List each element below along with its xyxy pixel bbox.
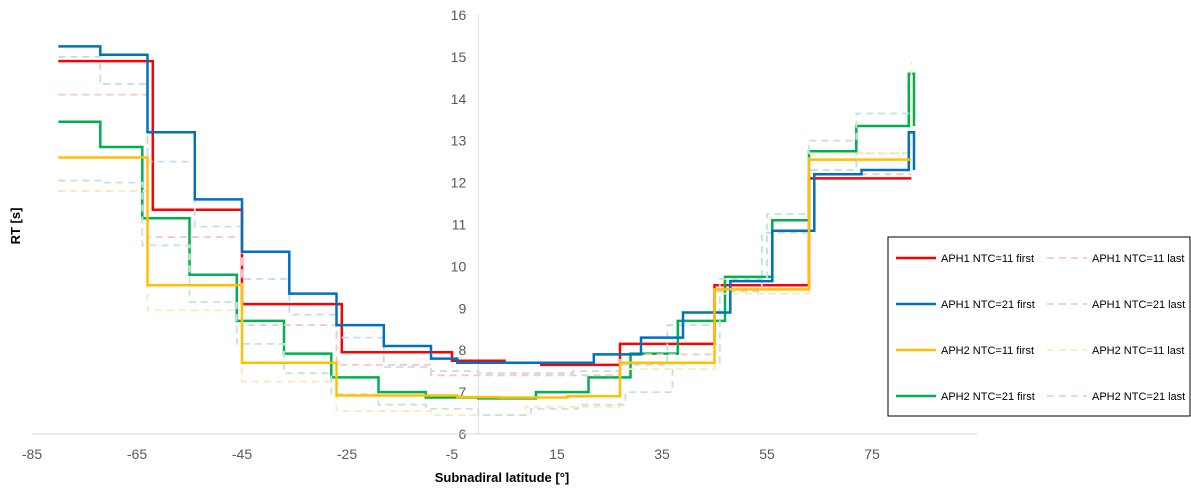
legend-items: APH1 NTC=11 first APH1 NTC=11 last APH1 NT… <box>896 253 1185 403</box>
x-tick-label: -5 <box>446 446 459 462</box>
y-tick-label: 16 <box>451 7 467 23</box>
legend-label: APH2 NTC=11 first <box>941 345 1034 357</box>
series-line-aph1-ntc-21-last <box>58 56 912 375</box>
series-line-aph1-ntc-11-last <box>58 93 912 377</box>
series-line-aph2-ntc-21-last <box>58 112 912 416</box>
legend-label: APH1 NTC=21 last <box>1092 299 1185 311</box>
x-tick-label: -25 <box>337 446 357 462</box>
x-tick-label: -85 <box>22 446 42 462</box>
x-axis-title: Subnadiral latitude [°] <box>435 470 569 485</box>
y-tick-label: 14 <box>451 91 467 107</box>
legend-label: APH1 NTC=21 first <box>941 299 1035 311</box>
y-tick-label: 8 <box>458 342 466 358</box>
y-tick-label: 13 <box>451 133 467 149</box>
series-layer <box>58 45 916 416</box>
y-tick-label: 9 <box>458 300 466 316</box>
x-tick-label: -65 <box>127 446 147 462</box>
y-tick-label: 7 <box>458 384 466 400</box>
x-tick-label: -45 <box>232 446 252 462</box>
series-line-aph2-ntc-11-first <box>58 156 912 399</box>
y-tick-label: 11 <box>452 217 467 233</box>
y-axis-title: RT [s] <box>8 208 23 245</box>
x-tick-label: 75 <box>864 446 880 462</box>
y-tick-label: 10 <box>451 258 467 274</box>
y-tick-label: 15 <box>451 49 467 65</box>
legend-label: APH1 NTC=11 first <box>941 253 1034 265</box>
legend-label: APH2 NTC=11 last <box>1092 345 1184 357</box>
x-tick-label: 15 <box>549 446 565 462</box>
series-line-aph1-ntc-21-first <box>58 45 916 365</box>
legend-label: APH2 NTC=21 last <box>1092 391 1185 403</box>
legend-label: APH2 NTC=21 first <box>941 391 1035 403</box>
x-tick-label: 35 <box>654 446 670 462</box>
legend-box <box>887 236 1191 417</box>
legend: APH1 NTC=11 first APH1 NTC=11 last APH1 NT… <box>887 236 1191 417</box>
y-tick-label: 12 <box>451 175 467 191</box>
legend-label: APH1 NTC=11 last <box>1092 253 1184 265</box>
x-tick-label: 55 <box>759 446 775 462</box>
x-axis-ticks: -85 -65 -45 -25 -5 15 35 55 75 <box>22 446 880 462</box>
series-line-aph2-ntc-21-first <box>58 72 916 400</box>
series-line-aph1-ntc-11-first <box>58 59 912 367</box>
